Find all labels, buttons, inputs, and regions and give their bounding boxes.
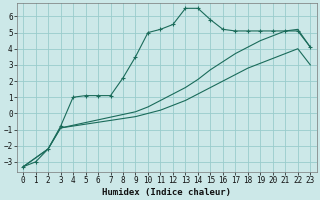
X-axis label: Humidex (Indice chaleur): Humidex (Indice chaleur) xyxy=(102,188,231,197)
